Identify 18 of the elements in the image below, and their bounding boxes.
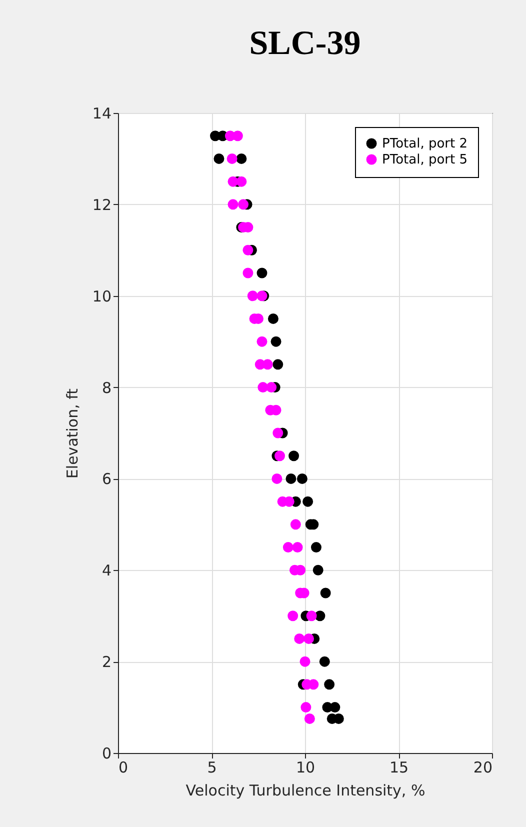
- x-axis-title: Velocity Turbulence Intensity, %: [186, 782, 426, 800]
- x-tick-label: 15: [389, 758, 409, 776]
- x-tick-label: 20: [473, 758, 492, 776]
- y-tick-label: 10: [92, 287, 112, 306]
- legend-label: PTotal, port 5: [382, 152, 468, 168]
- x-tick-label: 0: [118, 758, 128, 776]
- y-tick-label: 12: [92, 196, 112, 214]
- y-tick-label: 2: [102, 653, 112, 672]
- y-tick-label: 8: [102, 378, 112, 397]
- legend-label: PTotal, port 2: [382, 136, 468, 152]
- chart-title: SLC-39: [249, 25, 361, 62]
- x-tick-label: 10: [296, 758, 316, 776]
- y-tick-label: 0: [102, 744, 112, 762]
- x-tick-label: 5: [207, 758, 217, 776]
- y-tick-label: 4: [102, 562, 112, 580]
- y-axis-title: Elevation, ft: [63, 388, 82, 479]
- y-tick-label: 6: [102, 470, 112, 488]
- y-tick-label: 14: [92, 104, 112, 122]
